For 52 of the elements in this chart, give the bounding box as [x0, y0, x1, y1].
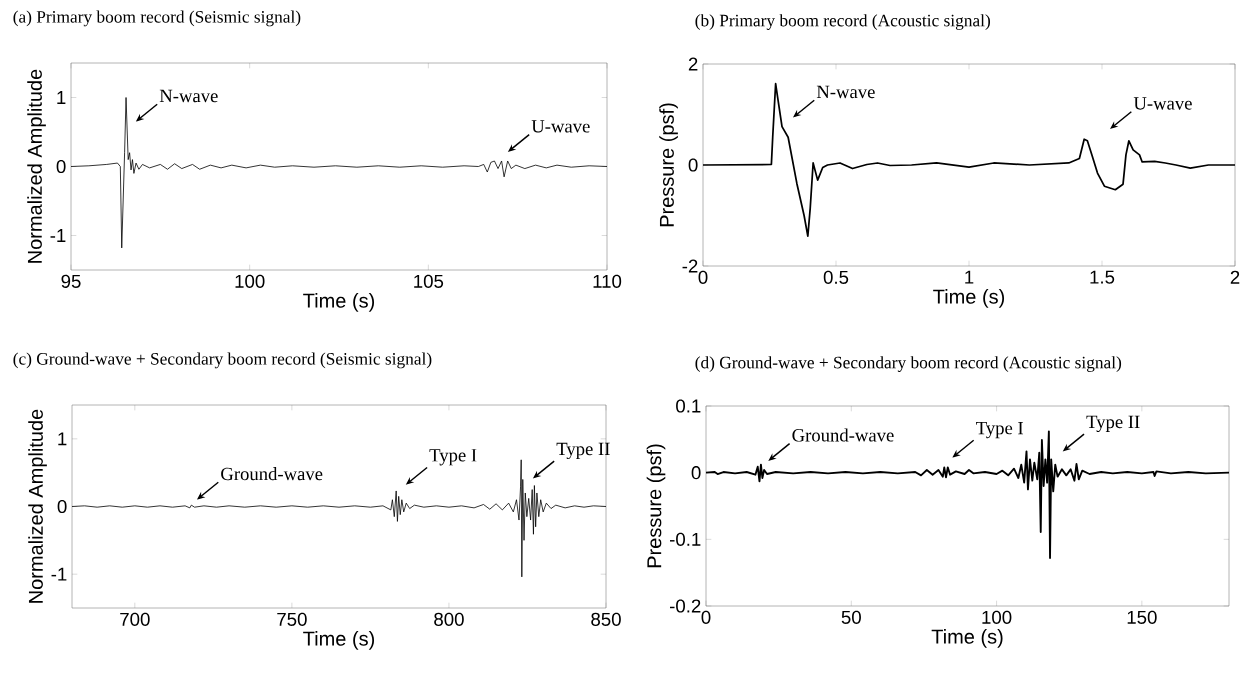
y-tick-label: -1: [50, 229, 66, 242]
x-tick-label: 150: [1127, 610, 1157, 624]
x-tick-label: 100: [235, 274, 265, 288]
y-tick-label: -1: [51, 567, 67, 581]
y-tick-label: 1: [57, 91, 66, 104]
x-tick-label: 800: [434, 612, 464, 626]
x-tick-label: 50: [841, 610, 861, 624]
chart-title: (c) Ground-wave + Secondary boom record (Seismic signal): [13, 352, 432, 369]
x-axis-title: Time (s): [303, 293, 375, 312]
annotation: Type I: [429, 449, 477, 466]
chart-title: (a) Primary boom record (Seismic signal): [13, 10, 301, 27]
y-tick-label: -0.2: [669, 599, 701, 613]
x-axis-title: Time (s): [931, 629, 1003, 648]
y-tick-label: -2: [682, 259, 698, 273]
y-axis-title: Pressure (psf): [646, 444, 666, 568]
y-tick-label: 0: [56, 159, 66, 174]
chart-title: (b) Primary boom record (Acoustic signal): [695, 14, 990, 30]
x-tick-label: 100: [982, 610, 1012, 624]
y-tick-label: 1: [58, 432, 67, 446]
annotation: Ground-wave: [221, 467, 323, 481]
x-tick-label: 105: [414, 274, 444, 288]
x-tick-label: 95: [61, 274, 81, 288]
x-tick-label: 0: [701, 610, 711, 624]
x-axis-title: Time (s): [933, 289, 1005, 308]
annotation: Type I: [976, 421, 1024, 439]
annotation: N-wave: [159, 89, 218, 103]
x-tick-label: 1: [965, 270, 974, 284]
annotation: Type II: [1086, 415, 1140, 433]
y-axis-title: Normalized Amplitude: [27, 69, 46, 263]
y-axis-title: Pressure (psf): [659, 103, 678, 227]
chart-title: (d) Ground-wave + Secondary boom record (Acoustic signal): [695, 356, 1122, 372]
line-series: [702, 82, 1236, 238]
y-tick-label: 0: [688, 158, 698, 172]
annotation: N-wave: [816, 85, 875, 99]
y-axis-title: Normalized Amplitude: [28, 409, 47, 603]
x-tick-label: 1.5: [1090, 270, 1115, 284]
x-tick-label: 850: [591, 612, 621, 626]
x-tick-label: 700: [120, 612, 150, 626]
y-tick-label: 0: [691, 466, 701, 480]
y-tick-label: 2: [688, 57, 698, 71]
x-tick-label: 750: [277, 612, 307, 626]
x-tick-label: 2: [1230, 270, 1240, 284]
y-tick-label: -0.1: [669, 532, 701, 546]
annotation: Type II: [556, 442, 610, 460]
x-tick-label: 110: [593, 274, 622, 288]
annotation: U-wave: [531, 120, 590, 133]
x-axis-title: Time (s): [303, 631, 375, 650]
y-tick-label: 0.1: [676, 399, 701, 413]
annotation: Ground-wave: [792, 428, 894, 442]
y-tick-label: 0: [57, 499, 67, 514]
x-tick-label: 0.5: [823, 270, 849, 284]
annotation: U-wave: [1133, 97, 1192, 110]
